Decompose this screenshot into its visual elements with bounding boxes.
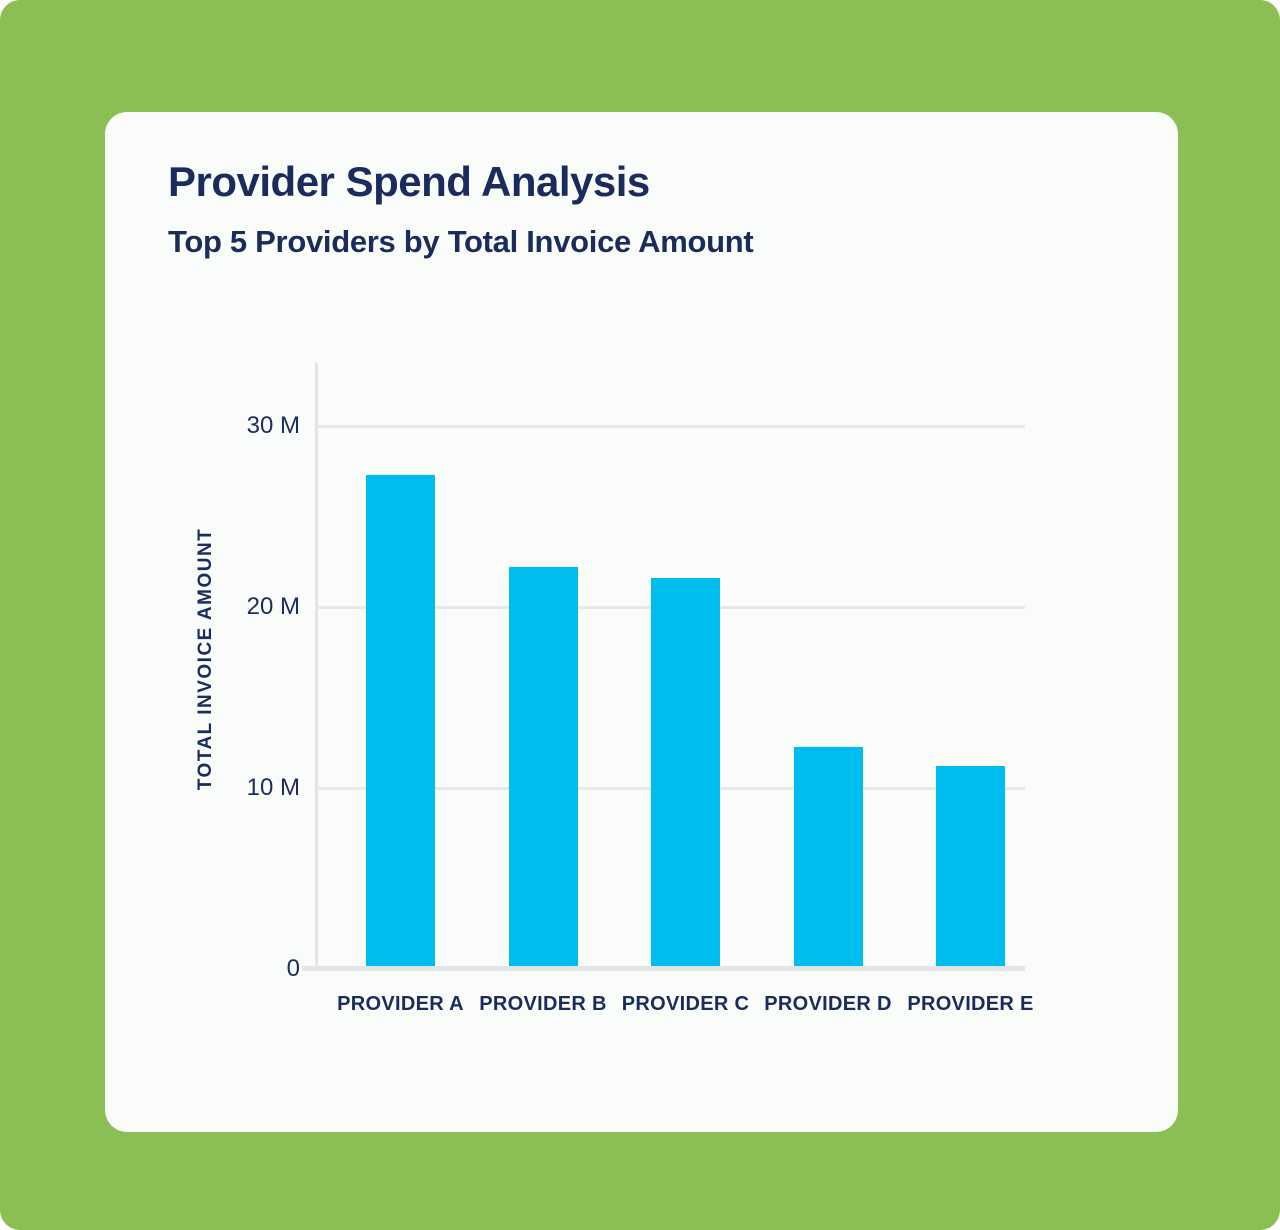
x-category-label: PROVIDER A bbox=[337, 993, 464, 1015]
x-category-label: PROVIDER B bbox=[479, 993, 607, 1015]
y-axis-title: TOTAL INVOICE AMOUNT bbox=[195, 527, 216, 791]
gridline bbox=[316, 424, 1025, 428]
bar-chart-plot-area: TOTAL INVOICE AMOUNT 0 10 M 20 M 30 M PROVI… bbox=[195, 363, 1033, 1015]
report-card: Provider Spend Analysis Top 5 Providers … bbox=[105, 112, 1178, 1132]
bar-provider-e bbox=[936, 766, 1005, 969]
x-category-label: PROVIDER D bbox=[764, 993, 892, 1015]
bar-provider-a bbox=[366, 475, 435, 969]
y-axis-line bbox=[315, 363, 318, 969]
bar-provider-d bbox=[793, 746, 863, 969]
y-tick-label: 0 bbox=[286, 955, 300, 982]
bar-provider-b bbox=[508, 567, 578, 969]
x-axis-baseline bbox=[302, 966, 1025, 971]
x-category-label: PROVIDER C bbox=[621, 993, 750, 1015]
bar-provider-c bbox=[651, 578, 720, 969]
page-title: Provider Spend Analysis bbox=[168, 158, 650, 205]
y-tick-label: 30 M bbox=[246, 412, 300, 440]
page-subtitle: Top 5 Providers by Total Invoice Amount bbox=[168, 224, 754, 259]
x-category-label: PROVIDER E bbox=[907, 993, 1034, 1015]
y-tick-label: 20 M bbox=[246, 593, 300, 621]
y-tick-label: 10 M bbox=[246, 774, 300, 802]
